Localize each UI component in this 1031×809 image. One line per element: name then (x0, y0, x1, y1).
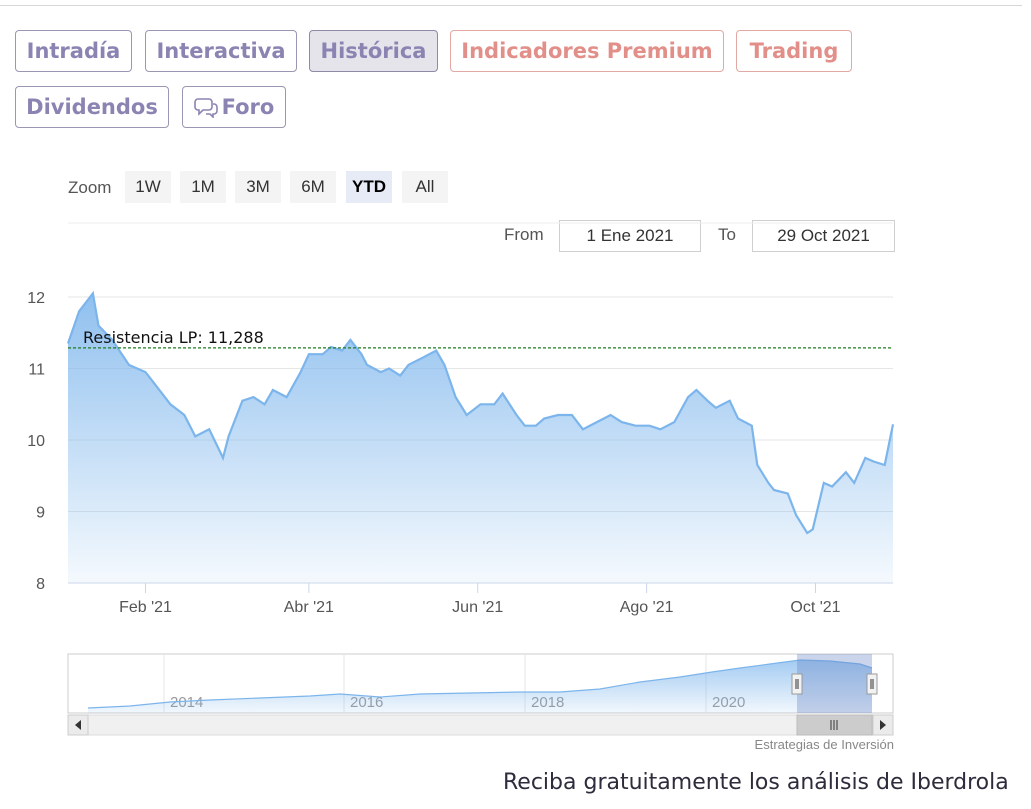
tab-interactiva[interactable]: Interactiva (145, 30, 297, 72)
y-tick-label: 10 (27, 433, 45, 450)
tab-label: Indicadores Premium (461, 39, 713, 63)
from-date-input[interactable]: 1 Ene 2021 (559, 220, 701, 252)
zoom-ytd-button[interactable]: YTD (346, 171, 392, 203)
tab-trading[interactable]: Trading (736, 30, 852, 72)
x-tick-label: Abr '21 (284, 599, 334, 616)
price-area (68, 293, 893, 583)
zoom-6m-button[interactable]: 6M (290, 171, 336, 203)
navigator-selection[interactable] (797, 654, 872, 713)
zoom-1m-button[interactable]: 1M (180, 171, 226, 203)
navigator-year-label: 2020 (712, 694, 745, 711)
from-label: From (504, 225, 544, 244)
top-divider (0, 5, 1022, 6)
y-tick-label: 9 (36, 505, 45, 522)
tab-foro[interactable]: Foro (182, 86, 286, 128)
chart-credit[interactable]: Estrategias de Inversión (754, 737, 894, 752)
zoom-label: Zoom (68, 178, 112, 197)
cta-link[interactable]: Reciba gratuitamente los análisis de Ibe… (503, 770, 1009, 795)
navigator-frame (67, 653, 894, 714)
navigator-right-handle[interactable] (866, 673, 878, 695)
y-tick-label: 12 (27, 290, 45, 307)
x-tick-label: Oct '21 (790, 599, 840, 616)
to-date-input[interactable]: 29 Oct 2021 (752, 220, 895, 252)
navigator-year-label: 2014 (170, 694, 203, 711)
tab-label: Dividendos (26, 95, 158, 119)
price-line (66, 290, 895, 535)
tab-label: Foro (221, 95, 275, 119)
tab-dividendos[interactable]: Dividendos (15, 86, 169, 128)
x-axis: Feb '21 Abr '21 Jun '21 Ago '21 Oct '21 (119, 583, 841, 616)
navigator-left-handle[interactable] (791, 673, 803, 695)
tab-label: Trading (749, 39, 839, 63)
scroll-left-button[interactable] (67, 714, 89, 736)
navigator-area (88, 660, 872, 713)
scrollbar-thumb[interactable] (796, 714, 873, 736)
zoom-1w-button[interactable]: 1W (125, 171, 171, 203)
zoom-all-button[interactable]: All (402, 171, 448, 203)
tab-historica[interactable]: Histórica (309, 30, 438, 72)
x-tick-label: Feb '21 (119, 599, 172, 616)
scrollbar-track[interactable] (67, 714, 894, 736)
tab-label: Interactiva (156, 39, 286, 63)
x-tick-label: Jun '21 (452, 599, 503, 616)
y-tick-label: 8 (36, 576, 45, 593)
y-tick-label: 11 (28, 362, 45, 379)
navigator-year-label: 2016 (350, 694, 383, 711)
zoom-3m-button[interactable]: 3M (235, 171, 281, 203)
to-label: To (718, 225, 736, 244)
navigator-line (87, 659, 873, 709)
tab-label: Intradía (26, 39, 121, 63)
tab-intradia[interactable]: Intradía (15, 30, 132, 72)
price-chart: 12 11 10 9 8 Resistencia LP: 11,288 Feb '21 A… (27, 222, 895, 616)
tab-label: Histórica (320, 39, 427, 63)
scroll-right-button[interactable] (872, 714, 894, 736)
resistance-label: Resistencia LP: 11,288 (83, 328, 264, 347)
y-axis: 12 11 10 9 8 (27, 290, 45, 593)
x-tick-label: Ago '21 (620, 599, 674, 616)
tab-indicadores-premium[interactable]: Indicadores Premium (450, 30, 724, 72)
chat-bubbles-icon (193, 96, 218, 118)
navigator-year-label: 2018 (531, 694, 564, 711)
